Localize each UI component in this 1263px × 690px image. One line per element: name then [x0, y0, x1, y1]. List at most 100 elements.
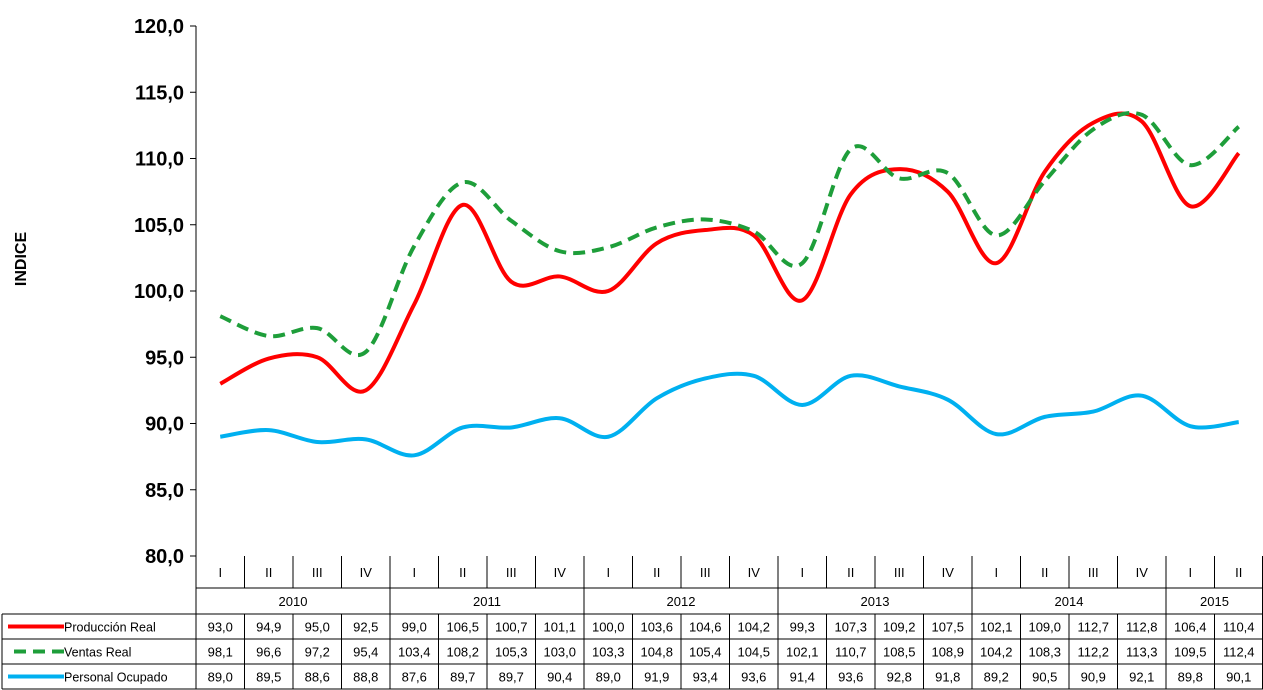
y-tick-label: 95,0	[145, 347, 184, 369]
data-value: 89,7	[450, 670, 475, 685]
y-tick-label: 110,0	[135, 149, 184, 171]
data-value: 95,4	[353, 645, 378, 660]
data-value: 104,8	[640, 645, 673, 660]
series-name: Personal Ocupado	[64, 671, 168, 685]
data-value: 92,8	[887, 670, 912, 685]
y-tick-label: 90,0	[145, 414, 184, 436]
y-tick-label: 80,0	[145, 546, 184, 568]
data-value: 90,1	[1226, 670, 1251, 685]
data-value: 101,1	[543, 620, 576, 635]
year-label: 2012	[667, 594, 696, 609]
data-value: 104,6	[689, 620, 722, 635]
y-axis: 80,0 85,0 90,0 95,0 100,0 105,0 110,0 115,0 120,…	[134, 16, 197, 568]
data-value: 110,7	[835, 645, 867, 660]
data-value: 88,8	[353, 670, 378, 685]
data-value: 89,7	[499, 670, 524, 685]
data-value: 104,2	[737, 620, 770, 635]
series-name: Producción Real	[64, 621, 156, 635]
data-value: 89,0	[208, 670, 233, 685]
data-value: 106,4	[1174, 620, 1207, 635]
data-value: 105,4	[689, 645, 722, 660]
quarter-label: III	[894, 565, 905, 580]
quarter-label: I	[1188, 565, 1192, 580]
data-value: 89,5	[256, 670, 281, 685]
quarter-label: I	[800, 565, 804, 580]
data-value: 100,7	[495, 620, 528, 635]
quarter-label: II	[265, 565, 272, 580]
data-value: 96,6	[256, 645, 281, 660]
data-value: 107,5	[931, 620, 964, 635]
series-lines	[219, 110, 1241, 458]
data-value: 95,0	[305, 620, 330, 635]
data-value: 108,2	[446, 645, 479, 660]
data-value: 92,1	[1129, 670, 1154, 685]
data-value: 108,5	[883, 645, 916, 660]
series-line-produccion-real	[219, 111, 1241, 394]
data-value: 90,5	[1032, 670, 1057, 685]
quarter-label: I	[606, 565, 610, 580]
quarter-label: IV	[1136, 565, 1149, 580]
quarter-label: II	[653, 565, 660, 580]
data-value: 97,2	[305, 645, 330, 660]
data-value: 107,3	[834, 620, 867, 635]
year-label: 2011	[473, 594, 501, 609]
y-tick-label: 105,0	[134, 215, 184, 237]
data-value: 112,8	[1126, 620, 1158, 635]
data-value: 91,8	[935, 670, 960, 685]
quarter-label: IV	[748, 565, 761, 580]
data-value: 93,4	[693, 670, 718, 685]
quarter-label: IV	[942, 565, 955, 580]
data-value: 98,1	[208, 645, 233, 660]
year-label: 2010	[279, 594, 308, 609]
data-value: 87,6	[402, 670, 427, 685]
year-label: 2013	[861, 594, 890, 609]
data-value: 90,4	[547, 670, 572, 685]
data-value: 109,0	[1028, 620, 1061, 635]
y-tick-label: 115,0	[135, 82, 184, 104]
data-value: 112,2	[1077, 645, 1109, 660]
y-tick-label: 120,0	[134, 16, 184, 38]
data-value: 103,6	[640, 620, 673, 635]
y-axis-label: INDICE	[13, 232, 30, 287]
data-value: 92,5	[353, 620, 378, 635]
data-value: 103,4	[398, 645, 431, 660]
quarter-label: II	[459, 565, 466, 580]
data-value: 104,2	[980, 645, 1013, 660]
data-value: 104,5	[737, 645, 770, 660]
quarter-label: II	[847, 565, 854, 580]
data-value: 109,5	[1174, 645, 1207, 660]
data-value: 110,4	[1223, 620, 1255, 635]
data-value: 112,4	[1223, 645, 1255, 660]
data-value: 103,3	[592, 645, 625, 660]
data-value: 93,6	[838, 670, 863, 685]
data-value: 89,0	[596, 670, 621, 685]
quarter-label: I	[994, 565, 998, 580]
data-value: 108,9	[931, 645, 964, 660]
data-value: 105,3	[495, 645, 528, 660]
data-value: 102,1	[786, 645, 819, 660]
data-value: 102,1	[980, 620, 1013, 635]
y-tick-label: 100,0	[134, 281, 184, 303]
data-value: 108,3	[1028, 645, 1061, 660]
data-value: 88,6	[305, 670, 330, 685]
data-value: 90,9	[1081, 670, 1106, 685]
data-value: 99,0	[402, 620, 427, 635]
data-value: 106,5	[446, 620, 479, 635]
series-name: Ventas Real	[64, 646, 131, 660]
quarter-label: III	[506, 565, 517, 580]
quarter-label: IV	[554, 565, 567, 580]
quarter-label: II	[1235, 565, 1242, 580]
year-label: 2014	[1055, 594, 1084, 609]
data-value: 103,0	[543, 645, 576, 660]
year-label: 2015	[1200, 594, 1229, 609]
data-value: 99,3	[790, 620, 815, 635]
quarter-label: III	[700, 565, 711, 580]
data-value: 112,7	[1077, 620, 1109, 635]
data-value: 109,2	[883, 620, 916, 635]
data-table: I II III IV I II III IV I II III IV I II III IV I II III IV…	[1, 556, 1263, 690]
data-value: 93,0	[208, 620, 233, 635]
quarter-label: I	[218, 565, 222, 580]
data-value: 100,0	[592, 620, 625, 635]
data-value: 89,2	[984, 670, 1009, 685]
